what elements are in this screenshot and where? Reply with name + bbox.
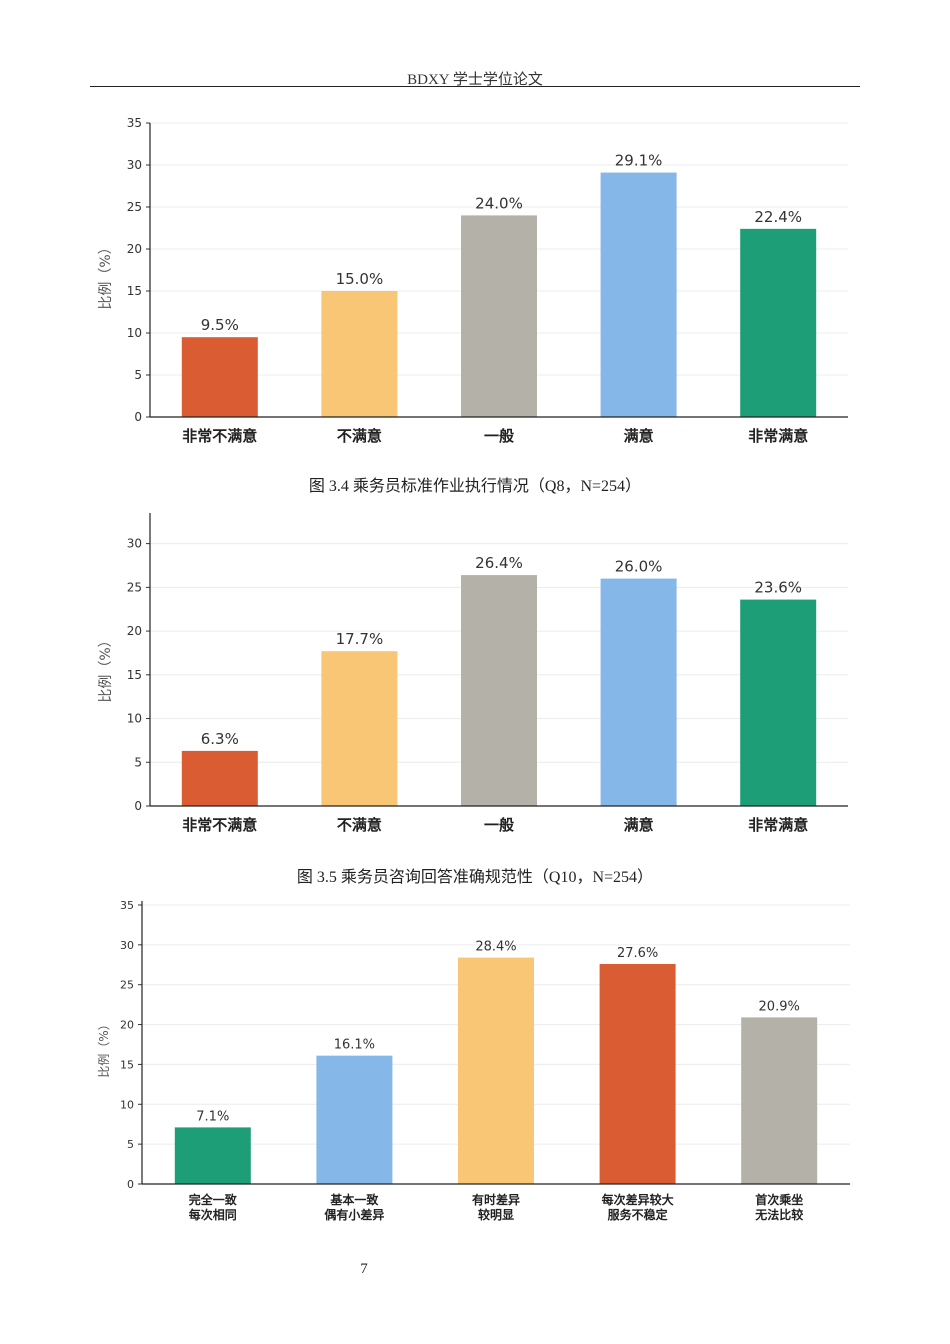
bar <box>321 651 398 806</box>
x-category-label: 非常满意 <box>748 427 808 445</box>
y-tick-label: 5 <box>127 1138 134 1151</box>
data-label: 7.1% <box>196 1109 229 1124</box>
x-category-label: 满意 <box>624 816 654 834</box>
y-tick-label: 30 <box>127 537 142 551</box>
x-category-label: 非常不满意 <box>182 427 257 445</box>
data-label: 24.0% <box>475 194 523 212</box>
y-tick-label: 25 <box>127 580 142 594</box>
data-label: 23.6% <box>754 579 802 597</box>
x-category-label: 不满意 <box>337 427 382 445</box>
bar <box>740 599 817 806</box>
data-label: 28.4% <box>475 940 516 955</box>
bar <box>741 1017 818 1184</box>
bar <box>174 1127 251 1184</box>
y-tick-label: 0 <box>134 410 142 424</box>
x-category-label: 偶有小差异 <box>324 1207 384 1222</box>
y-tick-label: 15 <box>127 284 142 298</box>
y-tick-label: 10 <box>120 1098 134 1111</box>
bar <box>316 1055 393 1184</box>
x-category-label: 一般 <box>484 816 514 834</box>
y-tick-label: 35 <box>127 116 142 130</box>
chart-q8-bar: 0 5 10 15 20 25 30 35 9.5% 非常不满意 15.0% 不满意 24.0% 一般 29… <box>98 116 848 445</box>
x-category-label: 基本一致 <box>329 1192 379 1207</box>
bar <box>181 337 258 417</box>
y-axis-label: 比例（%） <box>98 240 114 309</box>
y-tick-label: 20 <box>127 624 142 638</box>
data-label: 29.1% <box>615 152 663 170</box>
y-axis-label: 比例（%） <box>97 1018 111 1077</box>
x-category-label: 每次相同 <box>189 1207 237 1222</box>
bar <box>600 578 677 806</box>
x-category-label: 一般 <box>484 427 514 445</box>
bar <box>599 963 676 1184</box>
x-category-label: 非常不满意 <box>182 816 257 834</box>
bar <box>461 575 537 806</box>
data-label: 20.9% <box>759 999 800 1014</box>
data-label: 17.7% <box>336 630 384 648</box>
x-category-label: 无法比较 <box>754 1207 803 1222</box>
data-label: 26.4% <box>475 554 523 572</box>
data-label: 9.5% <box>201 316 239 334</box>
bar <box>600 172 677 417</box>
x-category-label: 服务不稳定 <box>608 1207 668 1222</box>
x-category-label: 有时差异 <box>472 1192 520 1207</box>
bar <box>461 215 537 417</box>
data-label: 26.0% <box>615 558 663 576</box>
y-tick-label: 35 <box>120 899 134 912</box>
y-tick-label: 10 <box>127 326 142 340</box>
bar <box>181 750 258 806</box>
header-rule <box>90 86 860 87</box>
data-label: 16.1% <box>334 1038 375 1053</box>
chart-q10-bar: 0 5 10 15 20 25 30 6.3% 非常不满意 17.7% 不满意 26.4% 一般 26.0… <box>98 513 848 834</box>
data-label: 22.4% <box>754 208 802 226</box>
y-tick-label: 30 <box>127 158 142 172</box>
y-tick-label: 15 <box>120 1058 134 1071</box>
page-number: 7 <box>360 1261 368 1277</box>
bar <box>458 957 534 1184</box>
figure-caption-3-4: 图 3.4 乘务员标准作业执行情况（Q8，N=254） <box>308 478 642 495</box>
y-tick-label: 20 <box>127 242 142 256</box>
page-header-title: BDXY 学士学位论文 <box>407 72 543 88</box>
figure-caption-3-5: 图 3.5 乘务员咨询回答准确规范性（Q10，N=254） <box>296 869 654 886</box>
x-category-label: 满意 <box>624 427 654 445</box>
y-tick-label: 5 <box>134 755 142 769</box>
y-tick-label: 0 <box>127 1178 134 1191</box>
y-tick-label: 15 <box>127 668 142 682</box>
y-axis-label: 比例（%） <box>98 633 114 702</box>
x-category-label: 不满意 <box>337 816 382 834</box>
y-tick-label: 20 <box>120 1019 134 1032</box>
y-tick-label: 0 <box>134 799 142 813</box>
data-label: 15.0% <box>336 270 384 288</box>
y-tick-label: 25 <box>127 200 142 214</box>
y-tick-label: 10 <box>127 712 142 726</box>
x-category-label: 非常满意 <box>748 816 808 834</box>
y-tick-label: 25 <box>120 979 134 992</box>
data-label: 6.3% <box>201 730 239 748</box>
x-category-label: 较明显 <box>478 1207 514 1222</box>
y-tick-label: 5 <box>134 368 142 382</box>
x-category-label: 每次差异较大 <box>602 1192 674 1207</box>
bar <box>321 291 398 417</box>
y-tick-label: 30 <box>120 939 134 952</box>
data-label: 27.6% <box>617 946 658 961</box>
x-category-label: 完全一致 <box>189 1192 238 1207</box>
bar <box>740 228 817 417</box>
x-category-label: 首次乘坐 <box>755 1192 803 1207</box>
